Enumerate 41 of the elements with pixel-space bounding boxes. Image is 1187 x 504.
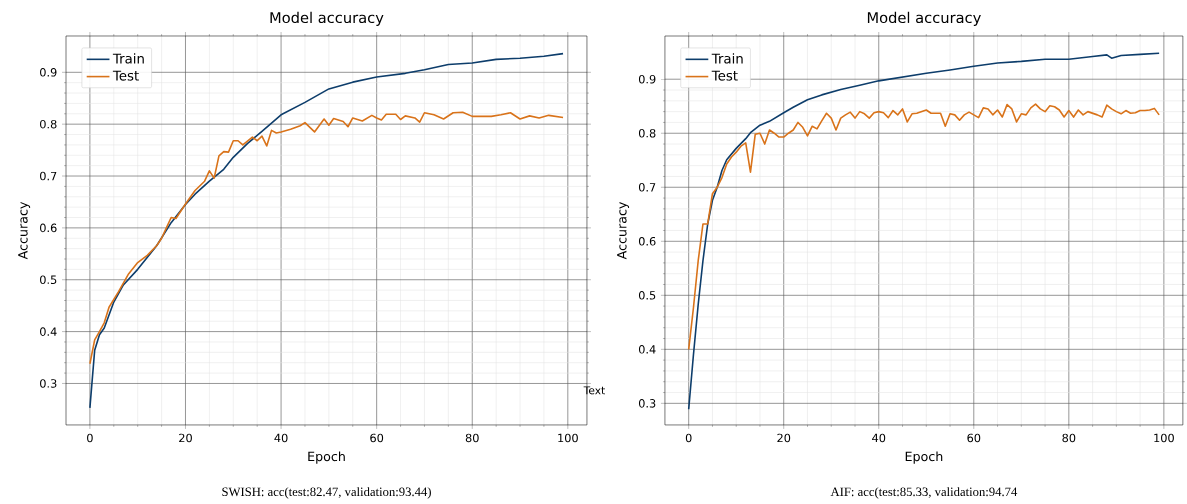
y-tick-label: 0.4	[638, 345, 656, 354]
y-tick-label: 0.4	[40, 327, 57, 336]
x-tick-label: 80	[1062, 433, 1076, 443]
text: SWISH: acc(test:82.47, validation:93.44)	[222, 487, 431, 499]
y-tick-label: 0.7	[40, 171, 57, 181]
x-axis-title: Epoch	[905, 451, 943, 464]
legend-label: Train	[112, 53, 144, 64]
line-series	[89, 111, 564, 365]
y-axis-title: Accuracy	[617, 201, 630, 260]
y-tick-label: 0.3	[638, 399, 656, 408]
annotation: Text	[583, 386, 605, 395]
x-tick-label: 100	[1154, 433, 1174, 443]
y-tick-label: 0.9	[40, 68, 57, 77]
x-tick-label: 20	[179, 433, 192, 443]
legend-label: Test	[112, 70, 139, 81]
x-axis-title: Epoch	[308, 451, 345, 464]
y-tick-label: 0.6	[638, 237, 656, 246]
line-series	[89, 52, 564, 409]
legend-label: Train	[711, 53, 743, 64]
x-tick-label: 0	[87, 433, 93, 443]
x-tick-label: 60	[967, 433, 981, 443]
chart-title: Model accuracy	[867, 11, 981, 26]
x-tick-label: 60	[370, 433, 384, 443]
x-tick-label: 40	[274, 433, 288, 443]
y-tick-label: 0.7	[638, 183, 656, 192]
y-tick-label: 0.6	[40, 223, 57, 233]
text: AIF: acc(test:85.33, validation:94.74	[830, 487, 1018, 499]
y-tick-label: 0.5	[638, 291, 656, 300]
x-tick-label: 40	[872, 433, 886, 443]
x-tick-label: 0	[685, 433, 692, 443]
y-tick-label: 0.5	[40, 275, 57, 285]
x-tick-label: 100	[558, 433, 578, 443]
y-tick-label: 0.8	[40, 119, 57, 129]
y-tick-label: 0.9	[638, 74, 656, 84]
y-tick-label: 0.8	[638, 128, 656, 138]
y-axis-title: Accuracy	[18, 201, 31, 260]
y-tick-label: 0.3	[40, 379, 57, 388]
x-tick-label: 80	[465, 433, 479, 443]
x-tick-label: 20	[777, 433, 791, 443]
legend-label: Test	[711, 70, 738, 81]
chart-title: Model accuracy	[270, 11, 384, 26]
